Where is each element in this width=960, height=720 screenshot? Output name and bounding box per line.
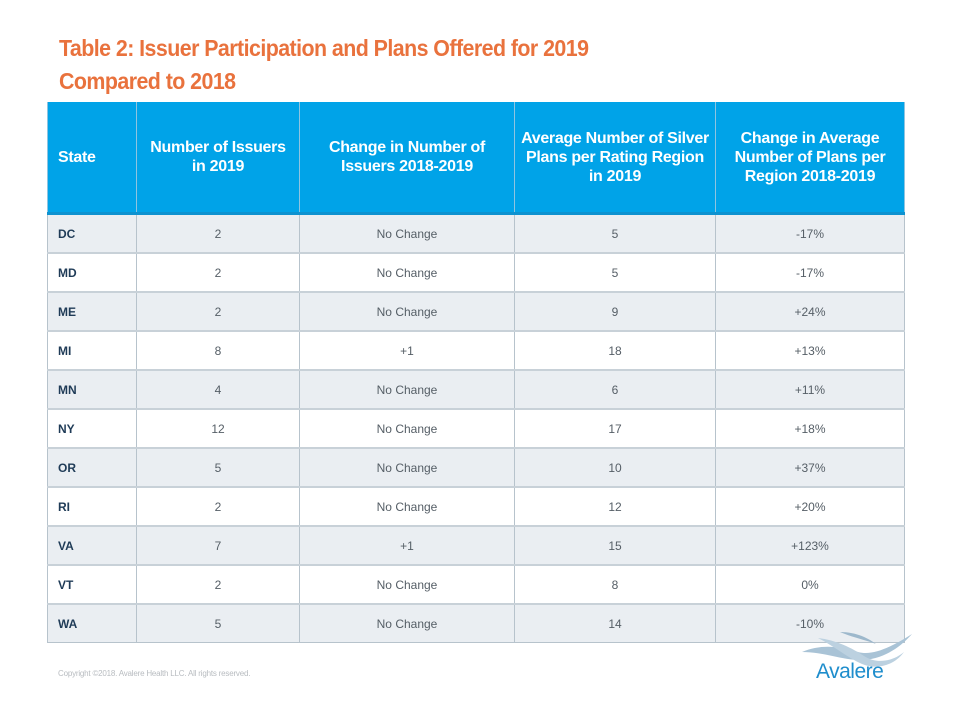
table-row: WA 5 No Change 14 -10%: [47, 603, 905, 643]
cell-issuers-2019: 2: [136, 564, 300, 605]
table-row: VA 7 +1 15 +123%: [47, 525, 905, 566]
cell-change-issuers: No Change: [299, 564, 515, 605]
cell-change-avg-plans: +13%: [715, 330, 905, 371]
header-change-issuers: Change in Number of Issuers 2018-2019: [299, 102, 515, 215]
cell-issuers-2019: 5: [136, 603, 300, 643]
copyright-notice: Copyright ©2018. Avalere Health LLC. All…: [58, 669, 251, 678]
cell-change-issuers: +1: [299, 525, 515, 566]
cell-change-issuers: No Change: [299, 291, 515, 332]
cell-issuers-2019: 4: [136, 369, 300, 410]
cell-issuers-2019: 8: [136, 330, 300, 371]
cell-state: MN: [47, 369, 137, 410]
cell-change-avg-plans: +20%: [715, 486, 905, 527]
header-avg-silver-plans: Average Number of Silver Plans per Ratin…: [514, 102, 716, 215]
cell-change-avg-plans: +37%: [715, 447, 905, 488]
cell-avg-silver-plans: 5: [514, 212, 716, 254]
table-row: MD 2 No Change 5 -17%: [47, 252, 905, 293]
cell-avg-silver-plans: 10: [514, 447, 716, 488]
avalere-logo-text: Avalere: [816, 660, 884, 683]
cell-change-avg-plans: +123%: [715, 525, 905, 566]
cell-change-issuers: No Change: [299, 486, 515, 527]
cell-change-avg-plans: +18%: [715, 408, 905, 449]
cell-change-issuers: No Change: [299, 603, 515, 643]
header-state: State: [47, 102, 137, 215]
header-change-avg-plans: Change in Average Number of Plans per Re…: [715, 102, 905, 215]
table-row: MI 8 +1 18 +13%: [47, 330, 905, 371]
issuer-participation-table: State Number of Issuers in 2019 Change i…: [47, 102, 905, 643]
cell-issuers-2019: 2: [136, 252, 300, 293]
avalere-logo-icon: [802, 632, 912, 667]
cell-avg-silver-plans: 5: [514, 252, 716, 293]
cell-change-avg-plans: -17%: [715, 252, 905, 293]
cell-state: ME: [47, 291, 137, 332]
cell-avg-silver-plans: 12: [514, 486, 716, 527]
cell-issuers-2019: 2: [136, 486, 300, 527]
cell-state: MD: [47, 252, 137, 293]
table-row: MN 4 No Change 6 +11%: [47, 369, 905, 410]
cell-change-issuers: No Change: [299, 369, 515, 410]
table-row: VT 2 No Change 8 0%: [47, 564, 905, 605]
table-row: DC 2 No Change 5 -17%: [47, 212, 905, 254]
cell-change-issuers: No Change: [299, 408, 515, 449]
slide-title: Table 2: Issuer Participation and Plans …: [59, 32, 589, 98]
cell-state: DC: [47, 212, 137, 254]
cell-change-avg-plans: 0%: [715, 564, 905, 605]
cell-state: NY: [47, 408, 137, 449]
cell-avg-silver-plans: 18: [514, 330, 716, 371]
cell-change-avg-plans: +24%: [715, 291, 905, 332]
cell-issuers-2019: 7: [136, 525, 300, 566]
cell-state: MI: [47, 330, 137, 371]
cell-change-avg-plans: +11%: [715, 369, 905, 410]
table-header-row: State Number of Issuers in 2019 Change i…: [47, 102, 905, 215]
cell-avg-silver-plans: 8: [514, 564, 716, 605]
table-row: ME 2 No Change 9 +24%: [47, 291, 905, 332]
cell-issuers-2019: 2: [136, 212, 300, 254]
cell-state: WA: [47, 603, 137, 643]
cell-avg-silver-plans: 17: [514, 408, 716, 449]
cell-state: RI: [47, 486, 137, 527]
cell-change-avg-plans: -17%: [715, 212, 905, 254]
table-row: RI 2 No Change 12 +20%: [47, 486, 905, 527]
cell-issuers-2019: 2: [136, 291, 300, 332]
cell-avg-silver-plans: 14: [514, 603, 716, 643]
cell-state: VT: [47, 564, 137, 605]
cell-state: OR: [47, 447, 137, 488]
cell-change-issuers: No Change: [299, 252, 515, 293]
title-line-2: Compared to 2018: [59, 68, 236, 94]
cell-avg-silver-plans: 6: [514, 369, 716, 410]
cell-change-issuers: No Change: [299, 447, 515, 488]
table-row: OR 5 No Change 10 +37%: [47, 447, 905, 488]
cell-change-issuers: +1: [299, 330, 515, 371]
cell-change-avg-plans: -10%: [715, 603, 905, 643]
cell-change-issuers: No Change: [299, 212, 515, 254]
cell-issuers-2019: 12: [136, 408, 300, 449]
cell-avg-silver-plans: 9: [514, 291, 716, 332]
table-row: NY 12 No Change 17 +18%: [47, 408, 905, 449]
title-line-1: Table 2: Issuer Participation and Plans …: [59, 35, 589, 61]
cell-state: VA: [47, 525, 137, 566]
cell-issuers-2019: 5: [136, 447, 300, 488]
cell-avg-silver-plans: 15: [514, 525, 716, 566]
header-issuers-2019: Number of Issuers in 2019: [136, 102, 300, 215]
